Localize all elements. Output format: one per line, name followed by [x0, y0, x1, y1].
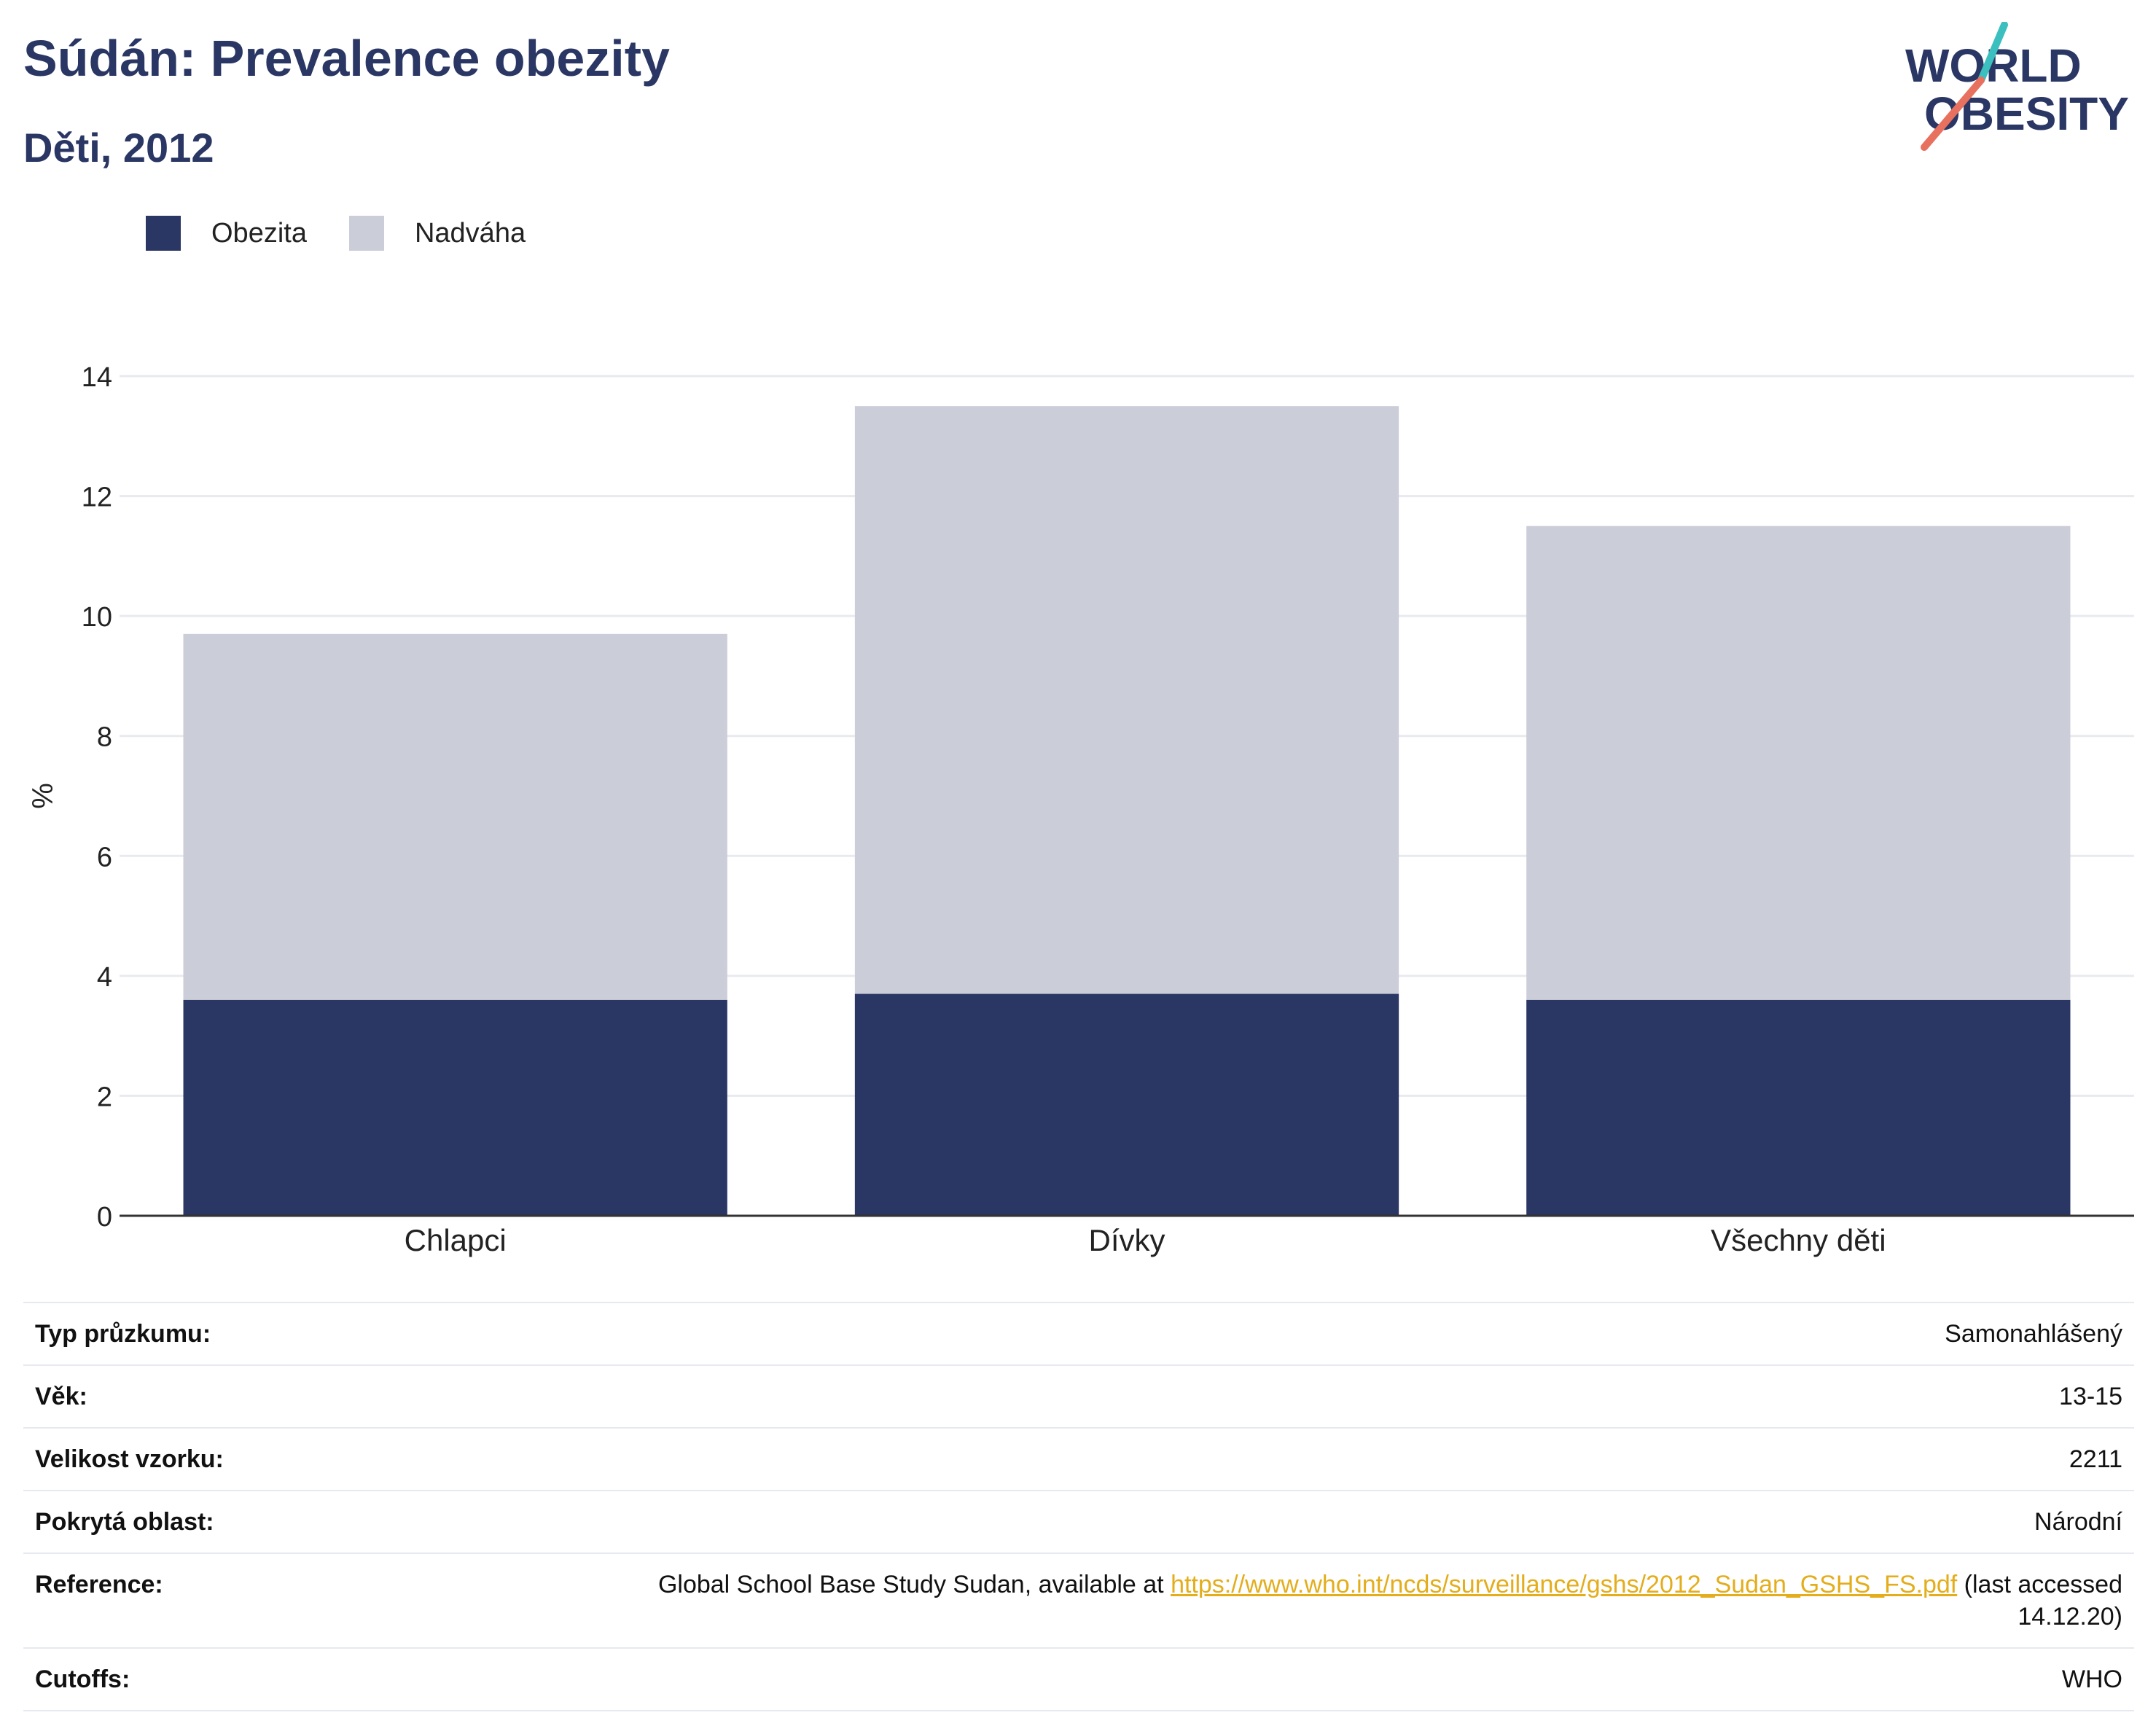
- legend-swatch-nadvaha: [348, 216, 384, 251]
- bar-nadváha: [183, 633, 727, 1000]
- info-value: WHO: [2061, 1665, 2122, 1693]
- bar-nadváha: [1526, 526, 2071, 1000]
- info-row-age: Věk: 13-15: [23, 1366, 2134, 1429]
- info-value: Národní: [2034, 1508, 2122, 1536]
- legend-label-obezita: Obezita: [211, 217, 307, 249]
- y-tick-label: 8: [97, 722, 112, 753]
- info-label: Reference:: [35, 1571, 163, 1598]
- legend-swatch-obezita: [146, 216, 181, 251]
- info-row-reference: Reference: Global School Base Study Suda…: [23, 1554, 2134, 1649]
- y-tick-label: 6: [97, 842, 112, 872]
- legend-item-obezita[interactable]: Obezita: [146, 216, 307, 251]
- reference-suffix: (last accessed 14.12.20): [1957, 1571, 2122, 1630]
- world-obesity-logo: WORLD OBESITY: [1895, 21, 2143, 153]
- bar-obezita: [183, 999, 727, 1216]
- info-label: Pokrytá oblast:: [35, 1508, 214, 1536]
- info-value: 2211: [2069, 1445, 2122, 1473]
- info-row-sample-size: Velikost vzorku: 2211: [23, 1429, 2134, 1491]
- chart-subtitle: Děti, 2012: [23, 125, 214, 171]
- info-row-cutoffs: Cutoffs: WHO: [23, 1649, 2134, 1711]
- y-tick-label: 12: [82, 483, 112, 513]
- y-tick-label: 10: [82, 602, 112, 633]
- info-value: 13-15: [2059, 1383, 2122, 1410]
- x-tick-label: Všechny děti: [1711, 1223, 1886, 1257]
- bar-chart: 0 2 4 6 8 10 12 14% Chlapci Dívky Všechny děti: [27, 362, 2134, 1257]
- info-value: Global School Base Study Sudan, availabl…: [577, 1569, 2122, 1633]
- legend-label-nadvaha: Nadváha: [414, 217, 526, 249]
- y-axis-label: %: [27, 783, 59, 809]
- svg-text:OBESITY: OBESITY: [1924, 87, 2129, 140]
- info-label: Velikost vzorku:: [35, 1445, 224, 1473]
- y-tick-label: 2: [97, 1082, 112, 1112]
- info-value: Samonahlášený: [1945, 1320, 2122, 1348]
- chart-title: Súdán: Prevalence obezity: [23, 30, 670, 87]
- info-label: Cutoffs:: [35, 1665, 130, 1693]
- bar-obezita: [1526, 999, 2071, 1216]
- x-tick-label: Dívky: [1089, 1223, 1165, 1257]
- y-tick-label: 0: [97, 1202, 112, 1233]
- info-label: Věk:: [35, 1383, 87, 1410]
- y-tick-label: 14: [82, 362, 112, 393]
- legend: Obezita Nadváha: [146, 216, 568, 251]
- bar-obezita: [854, 993, 1399, 1216]
- info-row-survey-type: Typ průzkumu: Samonahlášený: [23, 1302, 2134, 1366]
- y-tick-label: 4: [97, 962, 112, 993]
- reference-prefix: Global School Base Study Sudan, availabl…: [657, 1571, 1171, 1598]
- x-tick-label: Chlapci: [405, 1223, 507, 1257]
- info-label: Typ průzkumu:: [35, 1320, 211, 1348]
- legend-item-nadvaha[interactable]: Nadváha: [348, 216, 526, 251]
- info-table: Typ průzkumu: Samonahlášený Věk: 13-15 V…: [23, 1302, 2134, 1711]
- info-row-area: Pokrytá oblast: Národní: [23, 1491, 2134, 1554]
- reference-link[interactable]: https://www.who.int/ncds/surveillance/gs…: [1171, 1571, 1958, 1598]
- bar-nadváha: [854, 406, 1399, 994]
